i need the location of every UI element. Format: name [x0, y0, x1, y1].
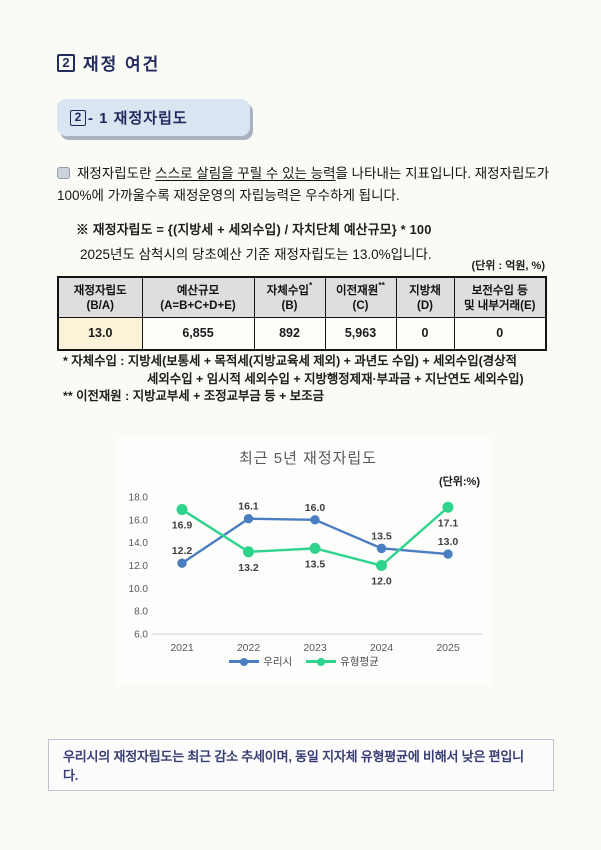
table-footnotes: * 자체수입 : 지방세(보통세 + 목적세(지방교육세 제외) + 과년도 수… [63, 353, 559, 406]
col-header-transfer: 이전재원** (C) [324, 276, 397, 318]
table-value-row: 13.0 6,855 892 5,963 0 0 [57, 316, 547, 351]
footnote-transfer: ** 이전재원 : 지방교부세 + 조정교부금 등 + 보조금 [63, 389, 324, 404]
cell-budget-value: 6,855 [141, 316, 255, 351]
square-bullet-icon [57, 167, 70, 179]
cell-debt-value: 0 [395, 316, 455, 351]
summary-box: 우리시의 재정자립도는 최근 감소 추세이며, 동일 지자체 유형평균에 비해서… [48, 739, 554, 791]
legend-item-average: 유형평균 [306, 654, 379, 669]
section-number-box: 2 [57, 53, 75, 72]
svg-text:13.5: 13.5 [305, 558, 326, 570]
cell-ratio-value: 13.0 [57, 316, 143, 351]
cell-transfer-value: 5,963 [324, 316, 397, 351]
legend-line-marker-blue [229, 657, 260, 666]
cell-preserved-value: 0 [453, 316, 547, 351]
col-header-budget: 예산규모 (A=B+C+D+E) [141, 276, 255, 318]
col-header-ratio: 재정자립도 (B/A) [57, 276, 143, 318]
svg-text:6.0: 6.0 [134, 630, 148, 641]
svg-text:8.0: 8.0 [134, 607, 148, 618]
svg-text:12.0: 12.0 [129, 561, 149, 572]
svg-text:2025: 2025 [436, 642, 460, 654]
footnote-own-revenue-line2: 세외수입 + 임시적 세외수입 + 지방행정제재·부과금 + 지난연도 세외수입… [147, 371, 524, 386]
subsection-number-box: 2 [70, 109, 86, 126]
legend-label-city: 우리시 [263, 656, 293, 668]
col-header-debt: 지방채 (D) [395, 276, 455, 318]
section-title-text: 재정 여건 [83, 55, 161, 74]
intro-paragraph: 재정자립도란 스스로 살림을 꾸릴 수 있는 능력을 나타내는 지표입니다. 재… [57, 163, 551, 207]
footnote-own-revenue-line1: * 자체수입 : 지방세(보통세 + 목적세(지방교육세 제외) + 과년도 수… [63, 354, 517, 368]
statement-2025: 2025년도 삼척시의 당초예산 기준 재정자립도는 13.0%입니다. [80, 247, 432, 262]
chart-canvas: 6.0 8.0 10.0 12.0 14.0 16.0 18.0 2021 2022 2023 20… [129, 450, 482, 654]
svg-text:(단위:%): (단위:%) [439, 474, 480, 488]
subsection-title-text: - 1 재정자립도 [88, 110, 188, 127]
svg-text:10.0: 10.0 [129, 584, 149, 595]
svg-text:14.0: 14.0 [129, 538, 149, 549]
svg-text:16.0: 16.0 [305, 502, 326, 514]
summary-text: 우리시의 재정자립도는 최근 감소 추세이며, 동일 지자체 유형평균에 비해서… [63, 749, 524, 783]
svg-text:13.0: 13.0 [438, 536, 459, 548]
subsection-title-box: 2 - 1 재정자립도 [57, 99, 250, 136]
svg-text:2022: 2022 [237, 642, 261, 654]
svg-text:17.1: 17.1 [438, 517, 459, 529]
units-note: (단위 : 억원, %) [471, 260, 545, 272]
finance-table: 재정자립도 (B/A) 예산규모 (A=B+C+D+E) 자체수입* (B) 이전재원… [57, 276, 547, 352]
formula-note: ※ 재정자립도 = {(지방세 + 세외수입) / 자치단체 예산규모} * 1… [76, 222, 432, 237]
svg-text:2023: 2023 [303, 642, 327, 654]
cell-own-revenue-value: 892 [253, 316, 326, 351]
section-title: 2 재정 여건 [57, 50, 160, 75]
intro-lead-post: 을 나타내는 지표입니다. 재정자립도가 100%에 가까울수록 재정운영의 자… [57, 166, 550, 203]
legend-label-average: 유형평균 [340, 656, 379, 668]
svg-text:12.0: 12.0 [371, 576, 392, 588]
svg-text:2024: 2024 [370, 642, 394, 654]
legend-dot-icon-blue [240, 657, 249, 666]
legend-dot-icon-green [317, 657, 326, 666]
svg-text:18.0: 18.0 [129, 493, 149, 504]
legend-item-city: 우리시 [229, 654, 292, 669]
table-header-row: 재정자립도 (B/A) 예산규모 (A=B+C+D+E) 자체수입* (B) 이전재원… [57, 276, 547, 318]
svg-text:12.2: 12.2 [172, 545, 193, 557]
line-chart: 6.0 8.0 10.0 12.0 14.0 16.0 18.0 2021 2022 2023 20… [116, 438, 492, 686]
svg-text:13.2: 13.2 [238, 562, 259, 574]
intro-lead-pre: 재정자립도란 [77, 166, 156, 181]
col-header-own-revenue: 자체수입* (B) [253, 276, 326, 318]
svg-text:16.0: 16.0 [129, 515, 149, 526]
svg-text:최근 5년 재정자립도: 최근 5년 재정자립도 [239, 450, 377, 467]
intro-underlined: 스스로 살림을 꾸릴 수 있는 능력 [155, 166, 336, 181]
legend-line-marker-green [306, 657, 337, 666]
svg-text:16.1: 16.1 [238, 501, 259, 513]
svg-text:13.5: 13.5 [371, 530, 392, 542]
chart-legend: 우리시 유형평균 [116, 654, 492, 669]
svg-text:2021: 2021 [170, 642, 194, 654]
svg-text:16.9: 16.9 [172, 520, 193, 532]
